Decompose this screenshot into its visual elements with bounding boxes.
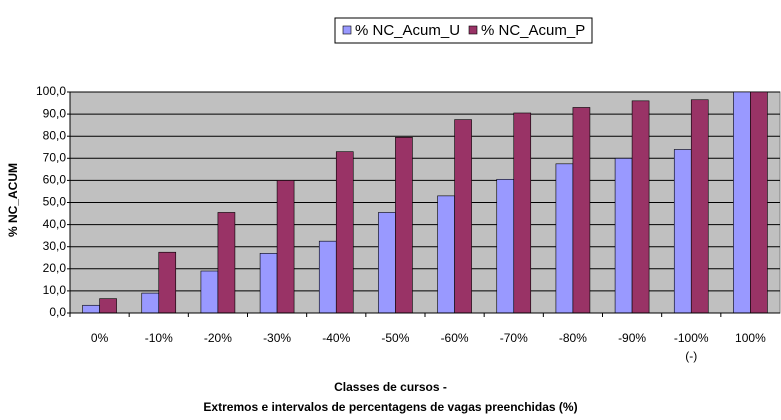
x-tick-label: -50%: [381, 331, 410, 345]
y-tick-label: 90,0: [43, 106, 67, 120]
bar: [158, 251, 177, 314]
bar: [82, 304, 100, 314]
bar: [572, 107, 591, 314]
x-tick-label: -30%: [263, 331, 292, 345]
legend-box: [334, 17, 593, 44]
bar: [200, 270, 219, 314]
x-tick-label: 0%: [90, 331, 109, 345]
bar: [513, 112, 532, 314]
x-tick-label: -10%: [144, 331, 173, 345]
y-tick-label: 40,0: [43, 217, 67, 231]
bar: [496, 178, 515, 314]
y-tick-label: 0,0: [49, 305, 66, 319]
x-tick-label: -80%: [558, 331, 587, 345]
x-tick-label: 100%: [735, 331, 766, 345]
bar: [673, 149, 692, 314]
y-tick-label: 60,0: [43, 173, 67, 187]
x-tick-label: -70%: [499, 331, 528, 345]
bar: [733, 91, 751, 314]
y-tick-label: 100,0: [36, 84, 66, 98]
legend-swatch: [342, 25, 352, 35]
bar: [454, 119, 472, 314]
y-axis-title: % NC_ACUM: [6, 163, 20, 237]
legend-label: % NC_Acum_P: [481, 22, 585, 39]
x-tick-label: -90%: [618, 331, 647, 345]
y-tick-label: 10,0: [43, 283, 67, 297]
bar: [395, 137, 413, 314]
x-tick-label: -100% (-): [673, 331, 709, 363]
y-tick-label: 70,0: [43, 150, 67, 164]
bar: [614, 158, 633, 314]
y-tick-label: 20,0: [43, 261, 67, 275]
bar: [437, 195, 455, 314]
bar: [335, 151, 354, 314]
bar: [690, 99, 709, 314]
bar: [217, 212, 236, 314]
bar: [750, 91, 768, 314]
bar: [141, 292, 160, 314]
legend-label: % NC_Acum_U: [355, 22, 460, 39]
legend-swatch: [468, 25, 478, 35]
x-axis-title: Extremos e intervalos de percentagens de…: [203, 400, 578, 414]
bar: [259, 253, 278, 314]
bar: [631, 100, 650, 314]
bar: [99, 298, 117, 314]
bar: [555, 163, 574, 314]
x-tick-label: -40%: [322, 331, 351, 345]
x-tick-label: -60%: [440, 331, 469, 345]
x-axis-title: Classes de cursos -: [334, 380, 447, 394]
bar: [378, 212, 396, 314]
x-tick-label: -20%: [203, 331, 232, 345]
bar: [318, 240, 337, 314]
y-tick-label: 80,0: [43, 128, 67, 142]
bar: [276, 180, 295, 314]
y-tick-label: 50,0: [43, 195, 67, 209]
y-tick-label: 30,0: [43, 239, 67, 253]
